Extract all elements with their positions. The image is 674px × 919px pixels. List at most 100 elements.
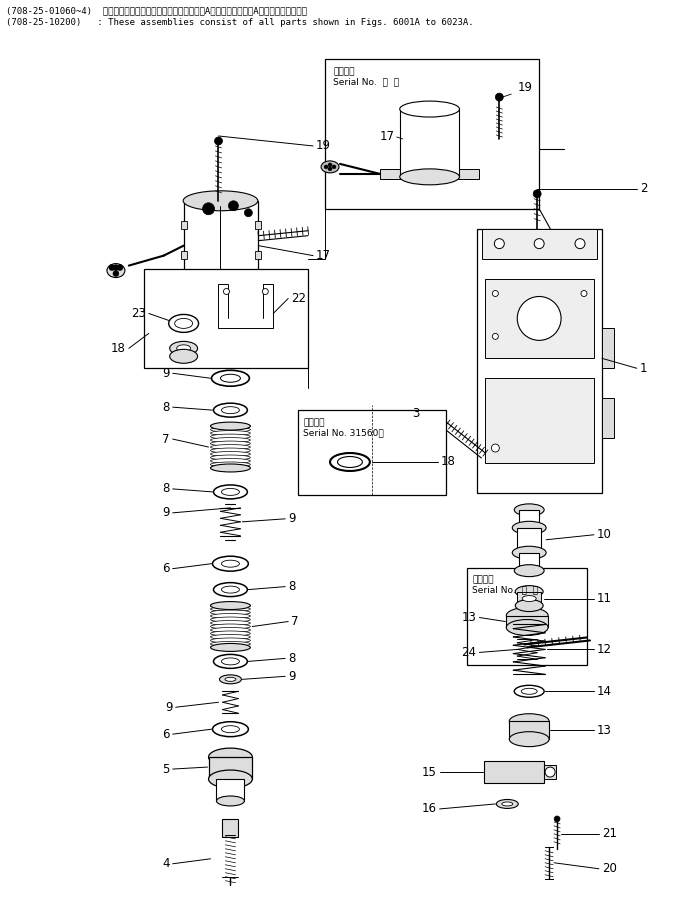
Bar: [468, 568, 587, 665]
Text: 適用号機: 適用号機: [472, 575, 494, 584]
Ellipse shape: [214, 403, 247, 417]
Ellipse shape: [210, 464, 250, 472]
Ellipse shape: [220, 675, 241, 684]
Text: 適用号機: 適用号機: [333, 67, 355, 76]
Ellipse shape: [210, 607, 250, 611]
Text: (708-25-01060~4)  これらのアセンブリの構成品は第６００１A図から第６０２３A図までご覧みます．: (708-25-01060~4) これらのアセンブリの構成品は第６００１A図から…: [6, 6, 307, 16]
Text: 19: 19: [517, 81, 532, 94]
Circle shape: [262, 289, 268, 294]
Bar: [181, 251, 187, 258]
Text: 2: 2: [640, 182, 647, 196]
Text: 24: 24: [462, 646, 477, 659]
Ellipse shape: [514, 504, 544, 516]
Ellipse shape: [216, 796, 245, 806]
Circle shape: [493, 334, 498, 339]
Circle shape: [113, 270, 119, 277]
Text: 8: 8: [288, 580, 296, 593]
Circle shape: [328, 167, 332, 171]
Ellipse shape: [210, 617, 250, 622]
Ellipse shape: [183, 191, 258, 210]
Circle shape: [328, 163, 332, 167]
Text: 18: 18: [441, 456, 456, 469]
Bar: [216, 779, 245, 801]
Ellipse shape: [210, 434, 250, 439]
Ellipse shape: [220, 374, 241, 382]
Text: 12: 12: [597, 643, 612, 656]
Ellipse shape: [210, 602, 250, 609]
Bar: [228, 284, 264, 318]
Ellipse shape: [210, 641, 250, 646]
Bar: [519, 510, 539, 528]
Ellipse shape: [222, 488, 239, 495]
Ellipse shape: [175, 318, 193, 328]
Circle shape: [575, 239, 585, 249]
Text: 6: 6: [162, 562, 170, 575]
Text: 5: 5: [162, 763, 170, 776]
Ellipse shape: [321, 161, 339, 173]
Circle shape: [534, 239, 544, 249]
Ellipse shape: [222, 407, 239, 414]
Text: 1: 1: [640, 362, 647, 375]
Circle shape: [495, 93, 503, 101]
Ellipse shape: [210, 459, 250, 463]
Ellipse shape: [210, 427, 250, 432]
Ellipse shape: [168, 314, 199, 333]
Text: 8: 8: [288, 652, 296, 665]
Ellipse shape: [170, 341, 197, 356]
Text: 9: 9: [162, 506, 170, 519]
Circle shape: [324, 165, 328, 169]
Ellipse shape: [510, 714, 549, 729]
Text: 17: 17: [380, 130, 395, 143]
Text: 7: 7: [291, 615, 299, 628]
Ellipse shape: [210, 603, 250, 608]
Circle shape: [117, 265, 123, 270]
Ellipse shape: [210, 431, 250, 436]
Circle shape: [228, 200, 239, 210]
Ellipse shape: [225, 677, 236, 681]
Ellipse shape: [212, 556, 248, 572]
Text: 9: 9: [288, 670, 296, 683]
Ellipse shape: [512, 546, 546, 559]
Bar: [517, 528, 541, 552]
Ellipse shape: [210, 643, 250, 652]
Ellipse shape: [400, 169, 460, 185]
Bar: [181, 221, 187, 229]
Bar: [144, 268, 308, 369]
Bar: [544, 766, 556, 779]
Text: 18: 18: [111, 342, 126, 355]
Ellipse shape: [210, 634, 250, 640]
Bar: [602, 398, 614, 438]
Ellipse shape: [502, 802, 513, 806]
Bar: [477, 229, 602, 493]
Ellipse shape: [214, 654, 247, 668]
Text: 13: 13: [597, 723, 612, 737]
Text: 9: 9: [165, 701, 173, 714]
Text: 22: 22: [291, 292, 306, 305]
Bar: [510, 721, 549, 739]
Ellipse shape: [514, 564, 544, 576]
Bar: [255, 221, 262, 229]
Ellipse shape: [210, 445, 250, 449]
Text: Serial No. 31560～: Serial No. 31560～: [303, 428, 384, 437]
Circle shape: [203, 203, 214, 215]
Bar: [485, 761, 544, 783]
Circle shape: [517, 297, 561, 340]
Ellipse shape: [400, 101, 460, 117]
Circle shape: [224, 289, 229, 294]
Ellipse shape: [210, 624, 250, 629]
Circle shape: [533, 190, 541, 198]
Text: Serial No.  ・  ～: Serial No. ・ ～: [333, 77, 399, 86]
Ellipse shape: [512, 521, 546, 534]
Text: 11: 11: [597, 592, 612, 605]
Text: 21: 21: [602, 827, 617, 840]
Bar: [380, 169, 479, 179]
Circle shape: [245, 209, 252, 217]
Circle shape: [545, 767, 555, 777]
Circle shape: [113, 265, 119, 270]
Ellipse shape: [210, 422, 250, 430]
Bar: [485, 278, 594, 358]
Ellipse shape: [210, 610, 250, 615]
Circle shape: [332, 165, 336, 169]
Text: Serial No.  ・  ～: Serial No. ・ ～: [472, 585, 539, 595]
Bar: [298, 410, 446, 495]
